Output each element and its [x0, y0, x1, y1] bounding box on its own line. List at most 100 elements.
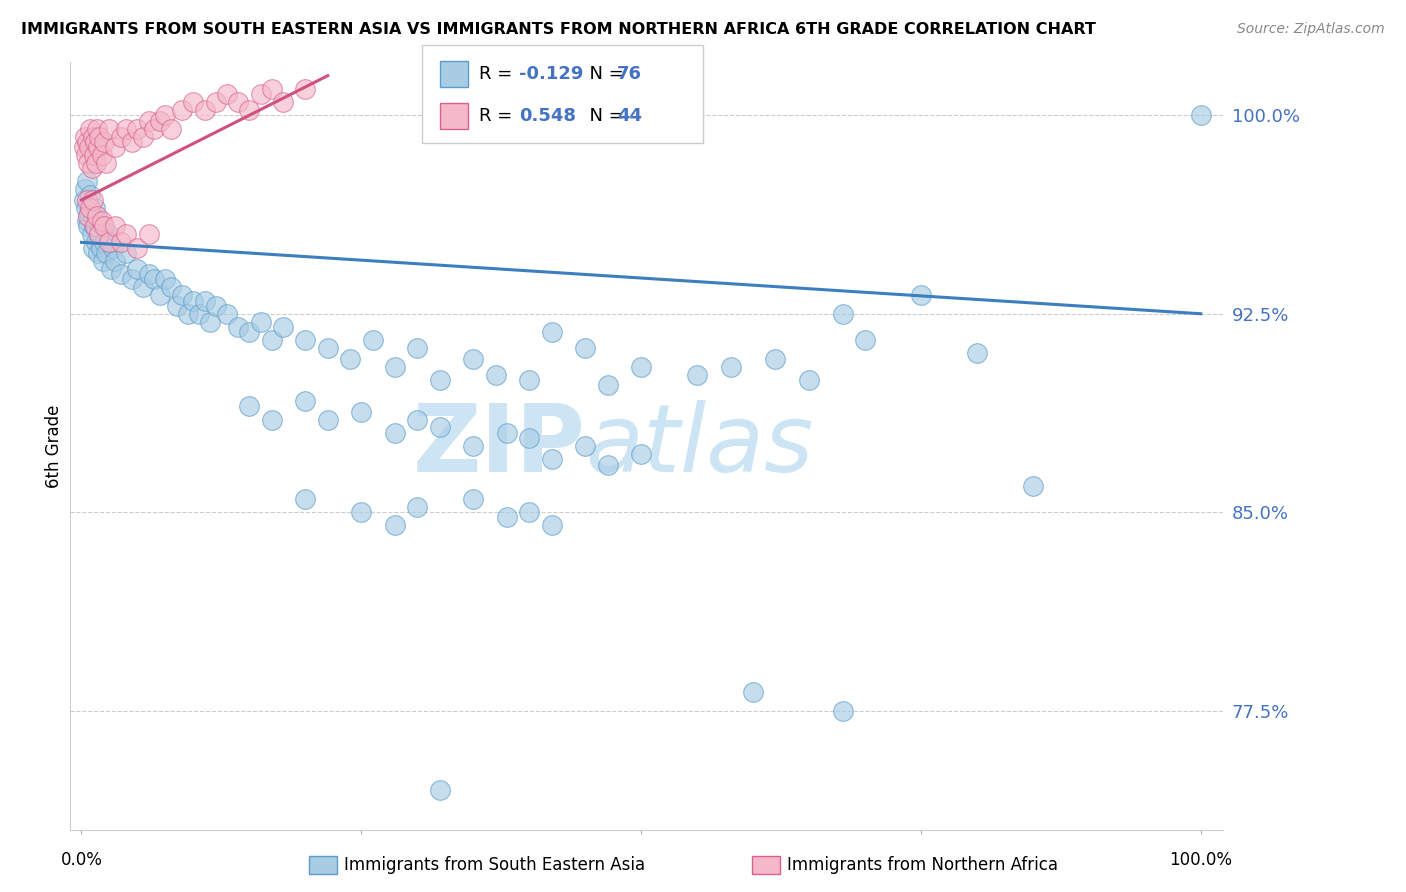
- Text: 100.0%: 100.0%: [1170, 851, 1232, 869]
- Point: [316, 412, 339, 426]
- Point: [155, 272, 177, 286]
- Point: [149, 288, 172, 302]
- Point: [406, 341, 429, 355]
- Point: [82, 209, 104, 223]
- Point: [204, 95, 226, 109]
- Point: [831, 704, 853, 718]
- Point: [831, 307, 853, 321]
- Text: Immigrants from South Eastern Asia: Immigrants from South Eastern Asia: [344, 856, 645, 874]
- Point: [89, 227, 111, 242]
- Point: [79, 187, 101, 202]
- Point: [495, 510, 517, 524]
- Point: [86, 209, 108, 223]
- Point: [406, 412, 429, 426]
- Point: [384, 425, 406, 440]
- Point: [76, 214, 98, 228]
- Point: [87, 140, 110, 154]
- Point: [463, 439, 485, 453]
- Point: [77, 156, 100, 170]
- Text: 0.548: 0.548: [519, 107, 576, 125]
- Text: 44: 44: [617, 107, 643, 125]
- Point: [83, 148, 105, 162]
- Point: [172, 288, 194, 302]
- Point: [384, 518, 406, 533]
- Text: 76: 76: [617, 65, 643, 83]
- Point: [79, 206, 101, 220]
- Point: [630, 447, 652, 461]
- Point: [77, 209, 100, 223]
- Point: [87, 246, 110, 260]
- Point: [495, 425, 517, 440]
- Point: [84, 235, 107, 250]
- Point: [350, 505, 373, 519]
- Point: [720, 359, 742, 374]
- Point: [260, 82, 283, 96]
- Point: [194, 293, 217, 308]
- Point: [765, 351, 787, 366]
- Point: [115, 246, 138, 260]
- Point: [226, 320, 249, 334]
- Point: [172, 103, 194, 117]
- Point: [127, 241, 149, 255]
- Point: [1189, 108, 1212, 122]
- Point: [93, 219, 115, 234]
- Point: [127, 261, 149, 276]
- Point: [429, 783, 451, 797]
- Point: [797, 373, 820, 387]
- Point: [249, 315, 271, 329]
- Point: [429, 373, 451, 387]
- Point: [138, 267, 160, 281]
- Point: [75, 148, 97, 162]
- Text: N =: N =: [578, 107, 630, 125]
- Point: [110, 235, 132, 250]
- Point: [76, 135, 98, 149]
- Point: [177, 307, 200, 321]
- Point: [166, 299, 188, 313]
- Point: [249, 87, 271, 102]
- Text: R =: R =: [479, 65, 519, 83]
- Point: [94, 246, 117, 260]
- Point: [149, 113, 172, 128]
- Point: [83, 219, 105, 234]
- Point: [84, 201, 107, 215]
- Point: [121, 135, 143, 149]
- Point: [742, 685, 765, 699]
- Point: [89, 129, 111, 144]
- Y-axis label: 6th Grade: 6th Grade: [45, 404, 63, 488]
- Point: [215, 307, 238, 321]
- Point: [429, 420, 451, 434]
- Point: [463, 491, 485, 506]
- Point: [80, 227, 103, 242]
- Point: [76, 174, 98, 188]
- Point: [89, 227, 111, 242]
- Point: [104, 253, 127, 268]
- Point: [463, 351, 485, 366]
- Point: [138, 113, 160, 128]
- Point: [89, 241, 111, 255]
- Point: [93, 235, 115, 250]
- Point: [91, 253, 114, 268]
- Point: [540, 518, 562, 533]
- Point: [97, 227, 120, 242]
- Point: [73, 193, 96, 207]
- Point: [574, 341, 596, 355]
- Text: IMMIGRANTS FROM SOUTH EASTERN ASIA VS IMMIGRANTS FROM NORTHERN AFRICA 6TH GRADE : IMMIGRANTS FROM SOUTH EASTERN ASIA VS IM…: [21, 22, 1095, 37]
- Point: [183, 95, 205, 109]
- Point: [966, 346, 988, 360]
- Point: [238, 325, 260, 339]
- Point: [200, 315, 222, 329]
- Text: ZIP: ZIP: [412, 400, 585, 492]
- Point: [260, 412, 283, 426]
- Point: [238, 103, 260, 117]
- Point: [98, 235, 121, 250]
- Point: [121, 272, 143, 286]
- Point: [82, 241, 104, 255]
- Point: [138, 227, 160, 242]
- Point: [271, 95, 294, 109]
- Point: [90, 214, 112, 228]
- Point: [104, 140, 127, 154]
- Point: [406, 500, 429, 514]
- Point: [517, 373, 540, 387]
- Point: [80, 161, 103, 176]
- Point: [194, 103, 217, 117]
